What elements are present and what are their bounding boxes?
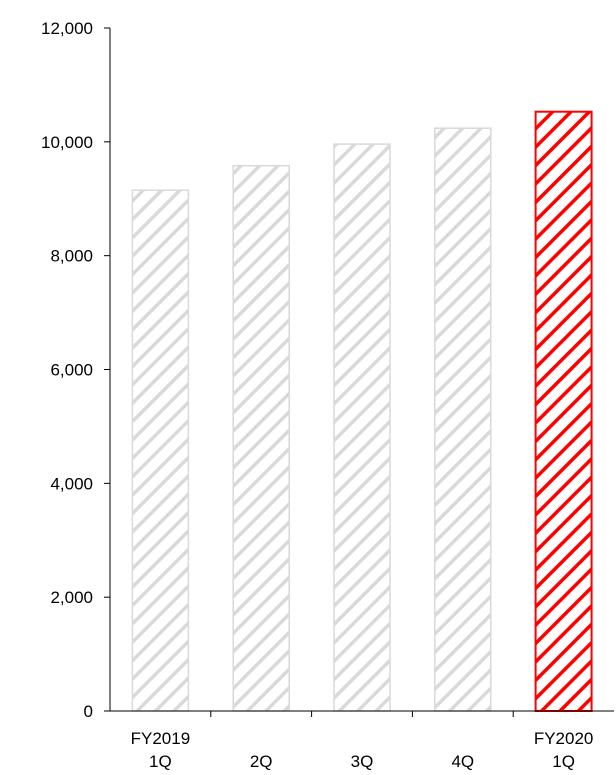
x-tick-label-line2: 1Q	[552, 752, 575, 771]
x-tick-label-line1: FY2020	[534, 729, 594, 748]
y-tick-label: 12,000	[41, 19, 93, 38]
y-tick-label: 6,000	[50, 361, 93, 380]
x-axis-labels: FY2019 1Q 2Q 3Q 4Q FY2020 1Q	[131, 729, 594, 771]
y-axis-labels: 0 2,000 4,000 6,000 8,000 10,000 12,000	[41, 19, 93, 721]
bars-group	[131, 110, 593, 712]
y-tick-label: 2,000	[50, 588, 93, 607]
bar-4	[534, 110, 593, 712]
bar-2	[333, 143, 391, 712]
y-tick-label: 10,000	[41, 133, 93, 152]
bar-3	[434, 127, 492, 712]
x-tick-label-line2: 1Q	[149, 752, 172, 771]
y-tick-label: 0	[84, 702, 93, 721]
axes-group	[104, 27, 614, 717]
x-tick-label-line2: 3Q	[351, 752, 374, 771]
y-tick-label: 8,000	[50, 247, 93, 266]
x-tick-label-line1: FY2019	[131, 729, 191, 748]
bar-0	[131, 189, 190, 712]
x-tick-label-line2: 4Q	[451, 752, 474, 771]
y-tick-label: 4,000	[50, 474, 93, 493]
x-tick-label-line2: 2Q	[250, 752, 273, 771]
bar-1	[232, 164, 290, 712]
